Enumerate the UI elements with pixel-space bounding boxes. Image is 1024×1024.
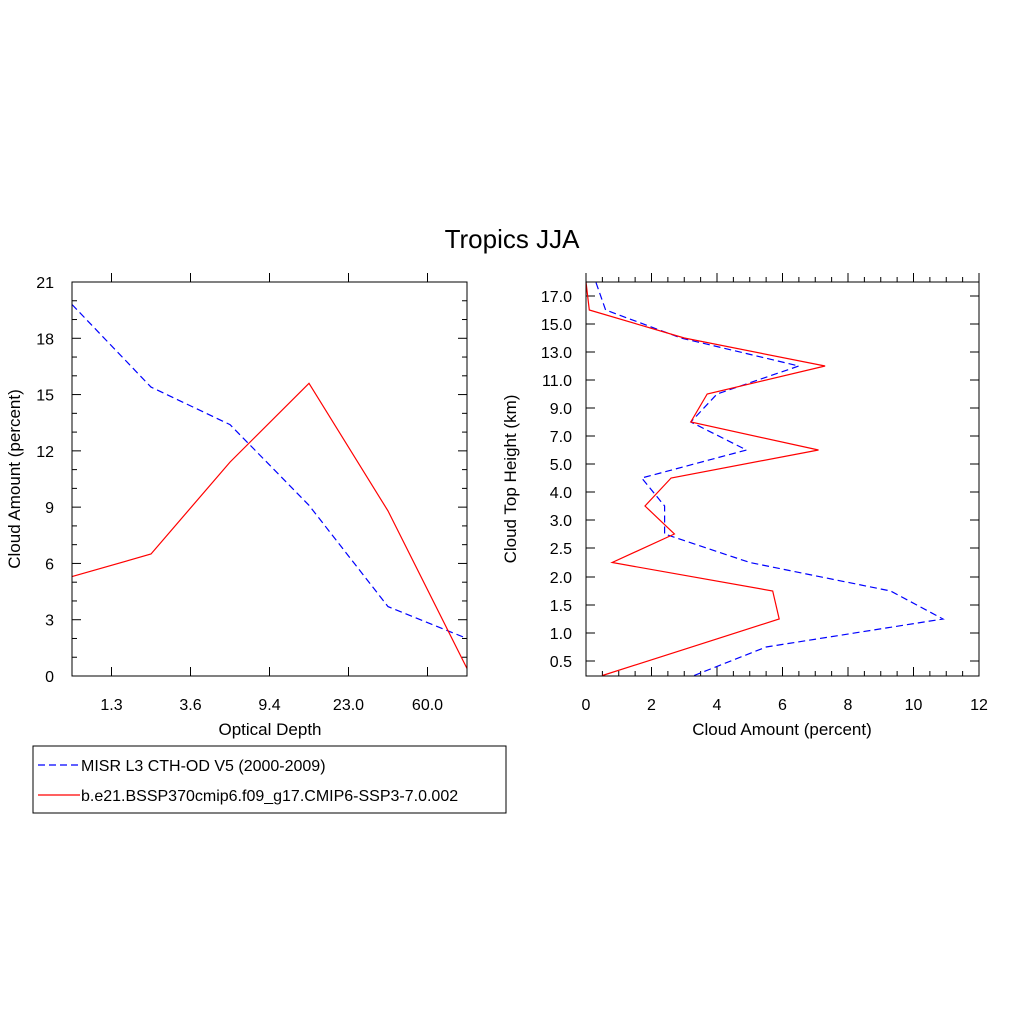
left-plot-frame: [71, 281, 468, 677]
right-y-tick-label: 2.5: [550, 541, 572, 558]
legend-box: [32, 745, 507, 814]
left-x-tick-label: 3.6: [179, 697, 201, 714]
right-y-tick-label: 15.0: [541, 317, 572, 334]
left-y-tick-label: 15: [36, 388, 54, 405]
right-x-tick-label: 2: [647, 697, 656, 714]
left-series-line-model: [71, 382, 468, 669]
left-x-axis-label: Optical Depth: [219, 720, 322, 739]
right-series-line-model: [585, 281, 826, 677]
right-y-tick-label: 2.0: [550, 570, 572, 587]
right-x-tick-label: 6: [778, 697, 787, 714]
right-y-tick-label: 17.0: [541, 289, 572, 306]
left-y-tick-label: 12: [36, 444, 54, 461]
left-y-tick-label: 21: [36, 275, 54, 292]
left-series-line-obs: [71, 304, 468, 640]
right-plot-frame: [585, 281, 980, 677]
right-x-tick-label: 4: [713, 697, 722, 714]
right-y-tick-label: 5.0: [550, 457, 572, 474]
left-y-tick-label: 9: [45, 500, 54, 517]
left-x-tick-label: 23.0: [333, 697, 364, 714]
right-y-tick-label: 4.0: [550, 485, 572, 502]
right-y-tick-label: 3.0: [550, 513, 572, 530]
legend-label-model: b.e21.BSSP370cmip6.f09_g17.CMIP6-SSP3-7.…: [81, 788, 458, 805]
left-y-tick-label: 18: [36, 331, 54, 348]
legend: MISR L3 CTH-OD V5 (2000-2009) b.e21.BSSP…: [32, 745, 507, 814]
right-series-line-obs: [595, 281, 945, 677]
right-y-tick-label: 0.5: [550, 654, 572, 671]
right-x-tick-label: 0: [582, 697, 591, 714]
left-y-tick-label: 3: [45, 613, 54, 630]
right-y-tick-label: 11.0: [542, 373, 572, 390]
left-y-tick-label: 0: [45, 669, 54, 686]
right-y-tick-label: 7.0: [550, 429, 572, 446]
left-y-axis-label: Cloud Amount (percent): [5, 389, 24, 569]
right-y-tick-label: 9.0: [550, 401, 572, 418]
chart-title: Tropics JJA: [445, 224, 580, 254]
left-x-tick-label: 1.3: [100, 697, 122, 714]
right-y-tick-label: 1.0: [550, 626, 572, 643]
left-x-tick-label: 9.4: [258, 697, 280, 714]
right-x-tick-label: 10: [905, 697, 923, 714]
right-panel: 0.5 1.0 1.5 2.0 2.5 3.0 4.0 5.0 7.0 9.0 11.0 13.0 15…: [501, 273, 988, 739]
left-panel: 0 3 6 9 12 15 18 21 1.3 3.6 9.4 23.0 60.0 Optical De…: [5, 273, 468, 739]
right-x-axis-label: Cloud Amount (percent): [692, 720, 872, 739]
right-x-tick-label: 12: [970, 697, 988, 714]
right-y-axis-label: Cloud Top Height (km): [501, 395, 520, 564]
right-x-tick-label: 8: [844, 697, 853, 714]
left-x-tick-label: 60.0: [412, 697, 443, 714]
left-y-tick-label: 6: [45, 556, 54, 573]
right-y-tick-label: 13.0: [541, 345, 572, 362]
right-y-tick-label: 1.5: [550, 598, 572, 615]
legend-label-obs: MISR L3 CTH-OD V5 (2000-2009): [81, 758, 326, 775]
